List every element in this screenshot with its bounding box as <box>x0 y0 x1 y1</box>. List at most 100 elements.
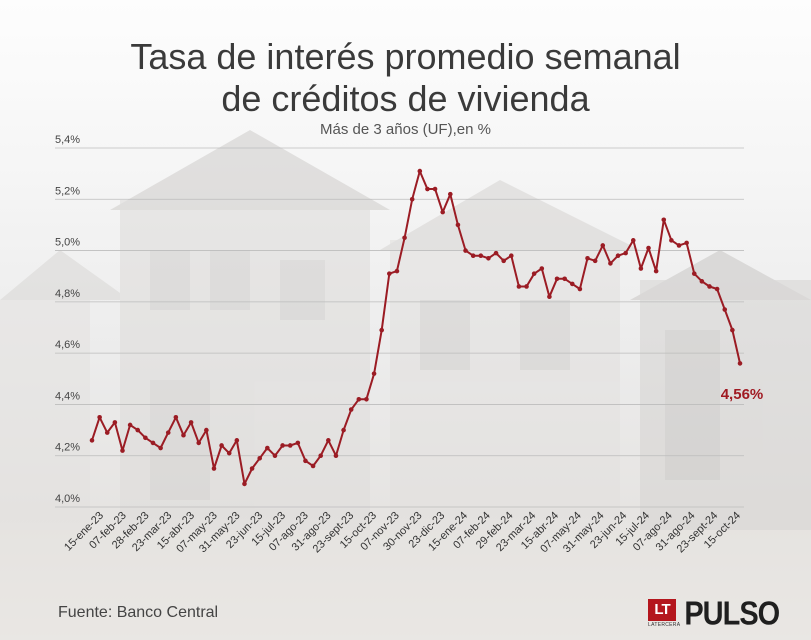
data-point <box>120 448 125 453</box>
y-tick-label: 5,2% <box>55 185 80 197</box>
data-point <box>569 281 575 287</box>
data-point <box>417 168 423 174</box>
data-point <box>508 253 514 258</box>
data-point <box>310 463 316 469</box>
data-point <box>341 427 346 433</box>
y-tick-label: 4,2% <box>55 442 80 454</box>
data-point <box>455 222 461 228</box>
data-point <box>615 253 621 258</box>
data-point <box>188 420 194 425</box>
data-point <box>181 432 186 438</box>
data-point <box>379 327 384 333</box>
data-point <box>516 284 522 289</box>
data-point <box>387 271 392 276</box>
data-point <box>303 458 308 464</box>
data-point <box>150 440 156 446</box>
data-point <box>204 427 209 433</box>
data-point <box>470 253 476 258</box>
chart-subtitle: Más de 3 años (UF),en % <box>320 121 491 138</box>
data-point <box>691 271 697 276</box>
data-point <box>104 430 110 435</box>
y-tick-label: 5,0% <box>55 237 80 249</box>
data-point <box>600 243 606 248</box>
data-point <box>234 438 240 443</box>
data-point <box>661 217 667 223</box>
data-point <box>669 238 674 243</box>
data-point <box>318 453 324 459</box>
latercera-logo-sub: LATERCERA <box>648 622 681 628</box>
data-point <box>524 284 529 289</box>
data-point <box>585 255 590 261</box>
data-point <box>730 327 735 333</box>
y-tick-label: 4,4% <box>55 390 80 402</box>
data-point <box>676 243 682 248</box>
series-line <box>91 170 741 485</box>
data-point <box>356 397 362 402</box>
data-point <box>486 255 491 261</box>
data-point <box>463 248 468 253</box>
data-point <box>547 294 552 300</box>
data-point <box>425 186 430 192</box>
data-point <box>592 258 598 264</box>
data-point <box>127 422 133 428</box>
y-tick-label: 5,4% <box>55 134 80 146</box>
data-point <box>478 253 484 258</box>
data-point <box>135 427 141 433</box>
data-point <box>737 361 743 366</box>
data-point <box>623 250 628 256</box>
data-point <box>501 258 506 264</box>
data-point <box>448 191 453 197</box>
data-point <box>97 414 102 420</box>
data-point <box>699 279 705 284</box>
data-point <box>409 196 415 202</box>
chart-title-line-2: de créditos de vivienda <box>221 78 590 119</box>
data-point <box>265 445 270 451</box>
data-point <box>158 445 163 451</box>
data-point <box>638 266 644 271</box>
data-point <box>249 466 255 471</box>
source-note: Fuente: Banco Central <box>58 604 219 621</box>
chart-title: Tasa de interés promedio semanal de créd… <box>0 36 811 120</box>
data-point <box>326 438 331 443</box>
data-point <box>242 481 247 487</box>
data-point <box>112 420 118 425</box>
data-point <box>287 443 293 448</box>
data-point <box>211 466 217 471</box>
last-value-label: 4,56% <box>721 386 764 403</box>
data-point <box>173 414 179 420</box>
data-point <box>440 209 445 215</box>
y-tick-label: 4,8% <box>55 288 80 300</box>
y-tick-label: 4,6% <box>55 339 80 351</box>
data-point <box>280 443 285 448</box>
data-point <box>295 440 301 446</box>
data-point <box>402 235 407 241</box>
data-point <box>348 407 354 412</box>
y-tick-label: 4,0% <box>55 493 80 505</box>
data-point <box>554 276 560 282</box>
data-point <box>722 307 728 312</box>
pulso-logo-wordmark: PULSO <box>684 595 780 633</box>
data-point <box>577 286 583 292</box>
data-point <box>165 430 171 435</box>
data-point <box>272 453 278 459</box>
data-point <box>608 261 613 266</box>
data-point <box>219 443 224 448</box>
data-point <box>143 435 148 441</box>
data-point <box>562 276 567 282</box>
data-point <box>653 268 659 274</box>
data-point <box>707 284 712 289</box>
pulso-logo: LT LATERCERA PULSO <box>648 595 780 633</box>
data-point <box>89 438 95 443</box>
data-point <box>196 440 202 446</box>
data-point <box>333 453 339 459</box>
data-point <box>493 250 499 256</box>
data-point <box>432 186 438 192</box>
data-point <box>364 397 369 402</box>
data-point <box>226 450 232 456</box>
data-point <box>630 238 636 243</box>
data-point <box>371 371 377 376</box>
chart-title-line-1: Tasa de interés promedio semanal <box>130 36 681 77</box>
latercera-logo-mark: LT <box>648 599 676 621</box>
